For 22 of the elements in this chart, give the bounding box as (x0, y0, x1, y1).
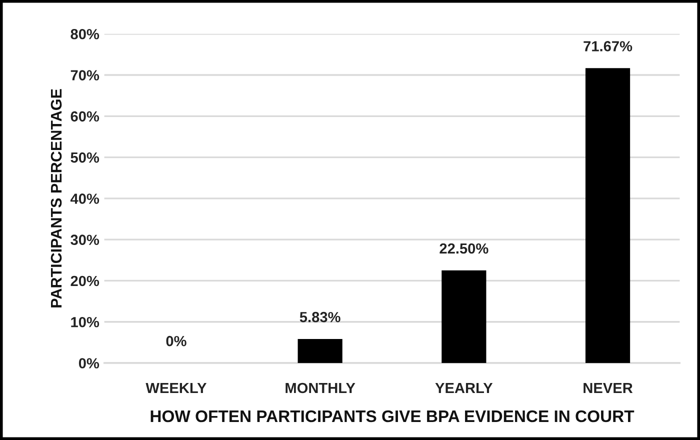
x-tick-label: WEEKLY (146, 382, 207, 394)
y-tick-label: 50% (70, 152, 100, 163)
y-tick-label: 0% (78, 358, 100, 368)
data-label: 71.67% (584, 41, 632, 52)
y-tick-label: 20% (70, 276, 100, 286)
y-tick-label: 10% (71, 316, 100, 328)
data-label: 5.83% (300, 312, 340, 322)
bar (298, 339, 342, 363)
y-tick-label: 60% (70, 111, 100, 122)
data-label: 0% (166, 336, 186, 346)
y-tick-label: 70% (70, 70, 100, 80)
y-tick-label: 80% (70, 28, 100, 40)
bar (585, 68, 630, 363)
y-axis-title: PARTICIPANTS PERCENTAGE (50, 89, 62, 308)
x-tick-label: MONTHLY (286, 382, 356, 394)
y-tick-label: 30% (70, 234, 100, 246)
x-axis-title: HOW OFTEN PARTICIPANTS GIVE BPA EVIDENCE IN COURT (150, 410, 634, 422)
bar (442, 270, 486, 363)
x-tick-label: NEVER (584, 382, 633, 394)
x-tick-label: YEARLY (435, 382, 493, 394)
data-label: 22.50% (440, 243, 488, 254)
y-tick-label: 40% (70, 194, 100, 204)
